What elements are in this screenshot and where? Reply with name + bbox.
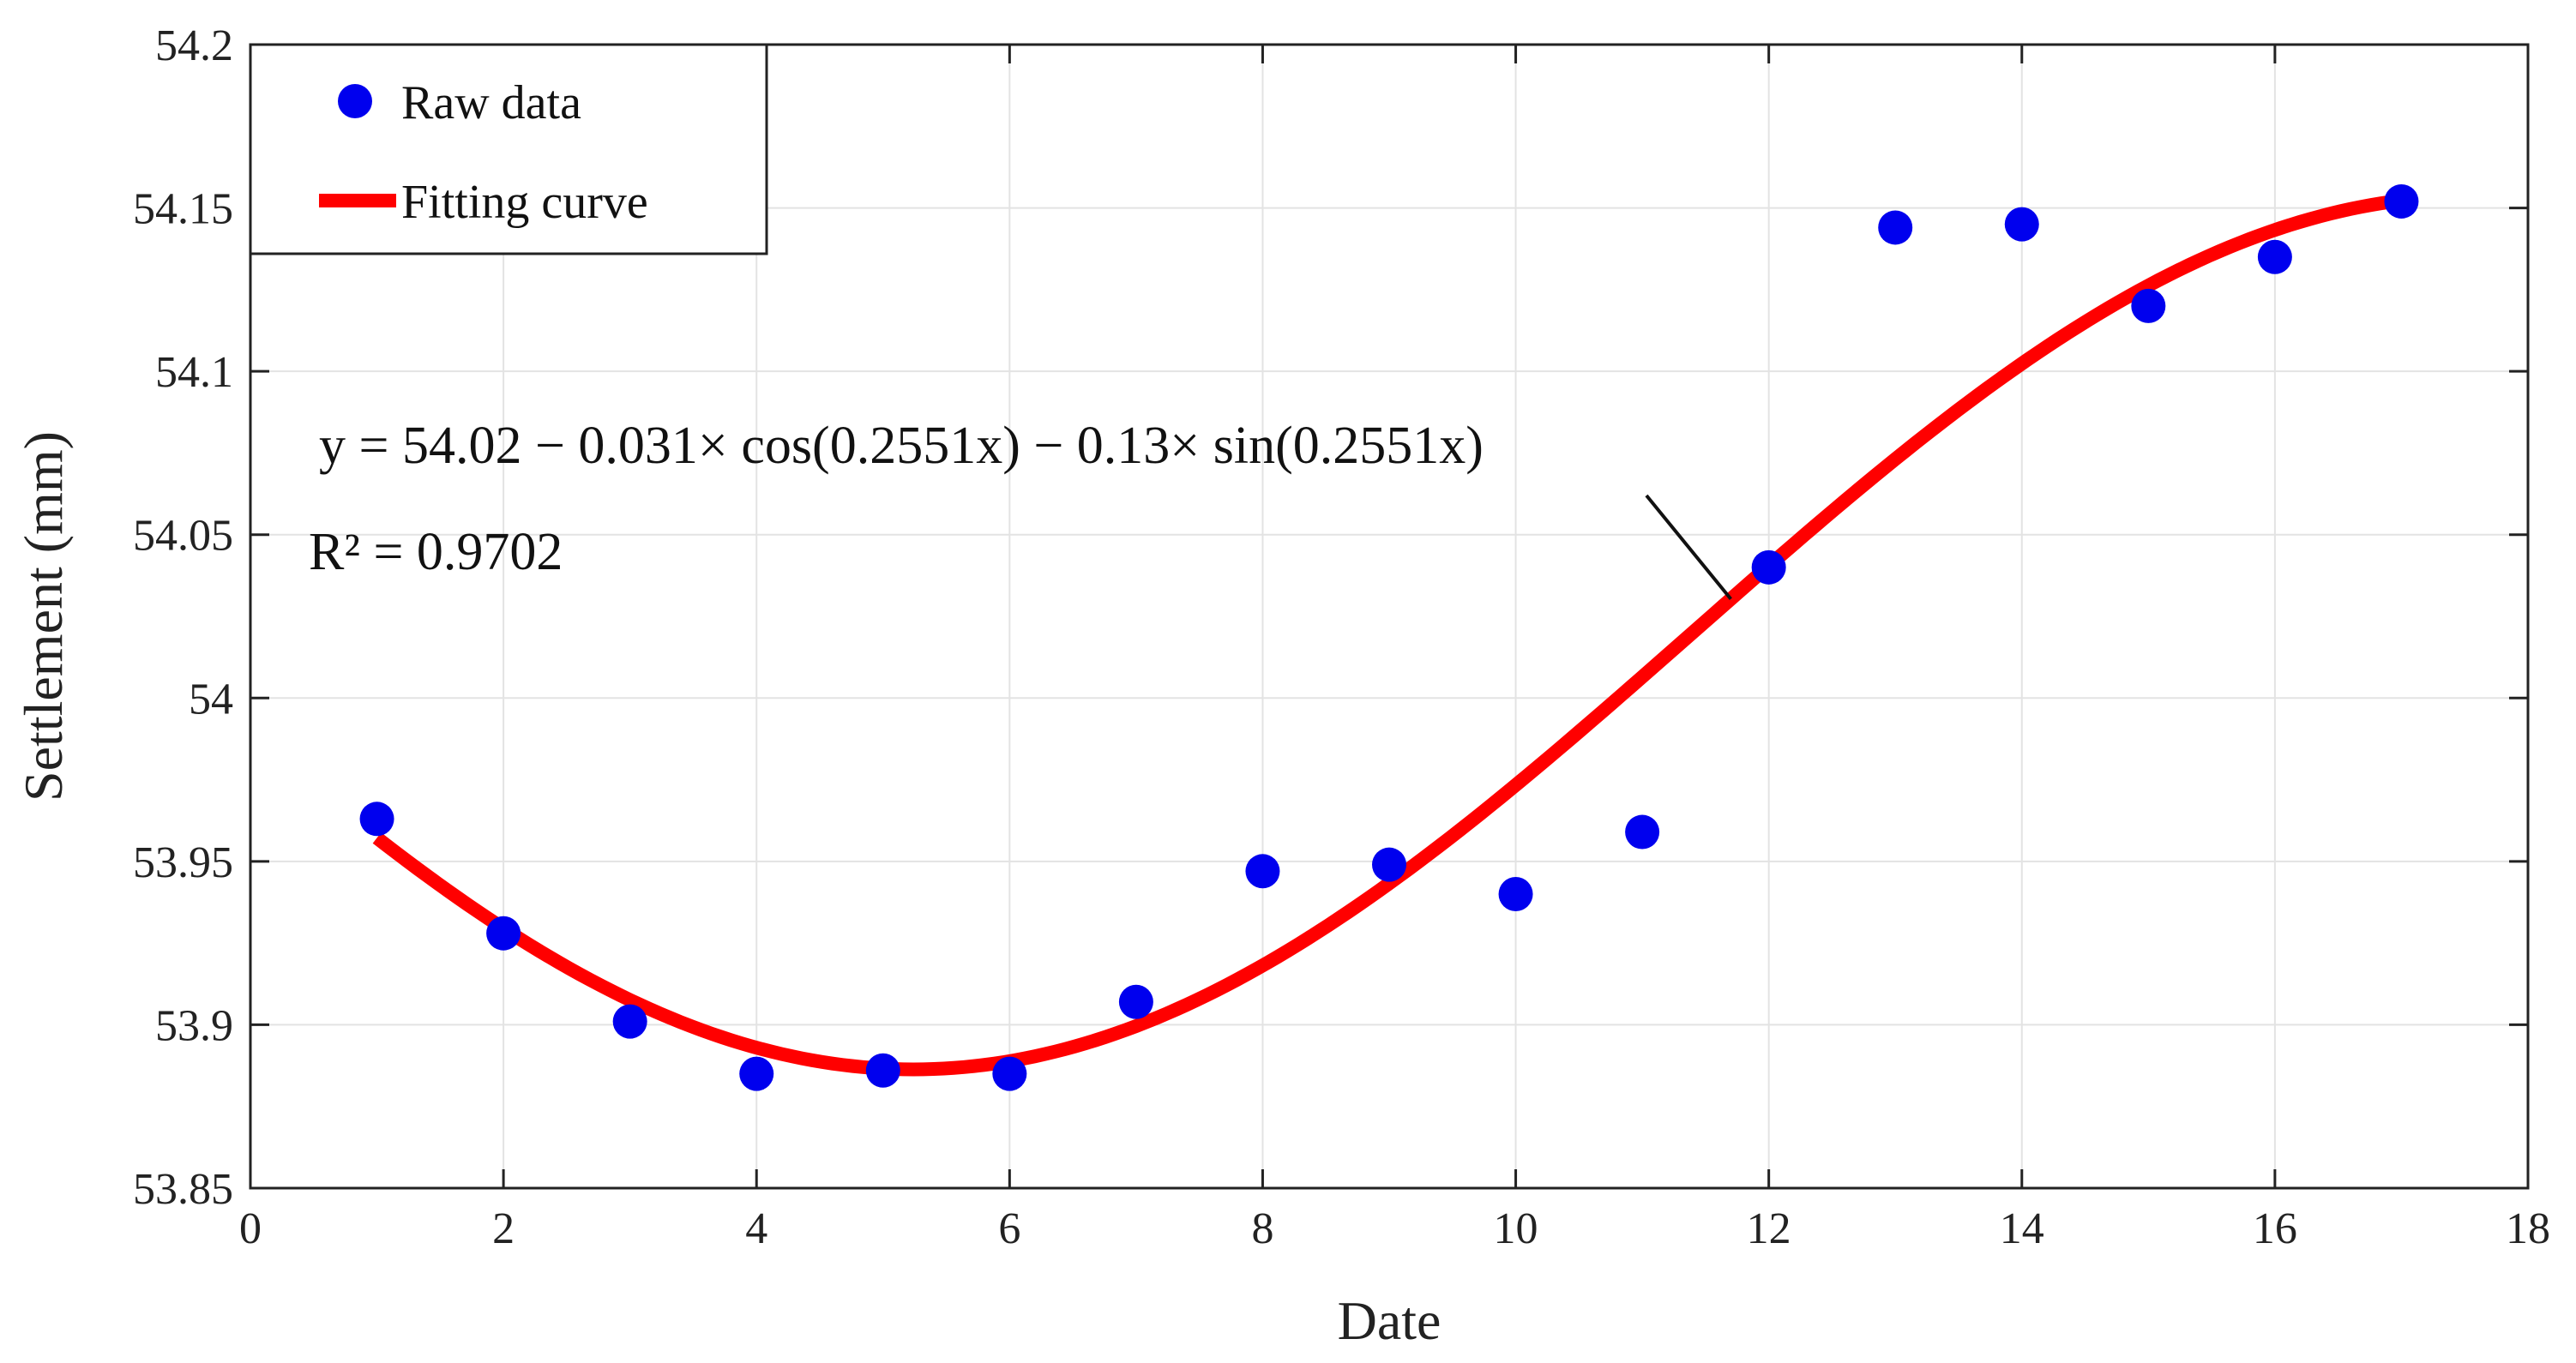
raw-data-point — [2131, 288, 2166, 323]
raw-data-points — [359, 183, 2419, 1091]
raw-data-point — [1625, 814, 1660, 850]
x-tick-label: 12 — [1747, 1204, 1791, 1253]
y-tick-label: 53.85 — [133, 1165, 233, 1214]
fit-equation: y = 54.02 − 0.031× cos(0.2551x) − 0.13× … — [319, 417, 1484, 475]
x-axis-title: Date — [1338, 1290, 1441, 1351]
x-tick-label: 6 — [998, 1204, 1020, 1253]
annotation-layer — [1645, 494, 1732, 601]
raw-data-point — [1498, 876, 1533, 911]
r-squared-annotation: R² = 0.9702 — [309, 523, 563, 581]
raw-data-point — [486, 916, 521, 951]
plot-frame — [249, 43, 2530, 1190]
y-tick-label: 53.95 — [133, 838, 233, 887]
raw-data-point — [2257, 239, 2292, 274]
raw-data-point — [739, 1056, 774, 1091]
x-tick-label: 10 — [1494, 1204, 1538, 1253]
legend-marker-raw-data — [338, 84, 372, 118]
x-tick-label: 0 — [239, 1204, 262, 1253]
x-tick-label: 18 — [2506, 1204, 2550, 1253]
axis-ticks: 0 2 4 6 8 10 12 14 16 18 53.85 53.9 53.95 54 54.05 54.1… — [133, 21, 2550, 1253]
x-tick-label: 14 — [2000, 1204, 2044, 1253]
x-tick-label: 4 — [745, 1204, 767, 1253]
y-tick-label: 54 — [189, 675, 233, 724]
fitting-curve-line — [372, 193, 2403, 1077]
raw-data-point — [1118, 984, 1153, 1019]
raw-data-point — [612, 1004, 647, 1039]
raw-data-point — [1372, 847, 1406, 882]
raw-data-point — [1245, 854, 1280, 889]
raw-data-point — [359, 802, 394, 837]
legend-box — [249, 43, 768, 255]
legend-label-fitting-curve: Fitting curve — [401, 176, 648, 229]
raw-data-point — [2384, 183, 2419, 219]
x-tick-label: 16 — [2253, 1204, 2297, 1253]
y-tick-label: 53.9 — [155, 1001, 233, 1050]
y-tick-label: 54.15 — [133, 185, 233, 234]
raw-data-point — [1878, 210, 1913, 245]
legend-label-raw-data: Raw data — [401, 76, 581, 129]
y-axis-title: Settlement (mm) — [13, 431, 74, 802]
raw-data-point — [1751, 549, 1786, 585]
legend: Raw data Fitting curve — [249, 43, 768, 255]
raw-data-point — [2004, 207, 2039, 242]
raw-data-point — [992, 1056, 1027, 1091]
fitting-curve-layer — [372, 193, 2403, 1077]
raw-data-point — [865, 1053, 900, 1088]
x-tick-label: 2 — [492, 1204, 515, 1253]
equation-pointer-line — [1645, 494, 1732, 601]
x-tick-label: 8 — [1251, 1204, 1273, 1253]
y-tick-label: 54.2 — [155, 21, 233, 70]
y-tick-label: 54.1 — [155, 348, 233, 397]
y-tick-label: 54.05 — [133, 512, 233, 561]
